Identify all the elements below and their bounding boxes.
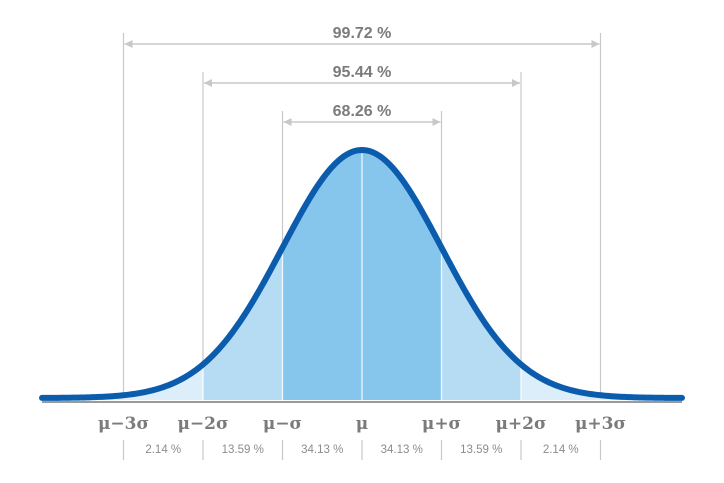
- arrowhead-left-icon: [204, 79, 212, 87]
- arrowhead-right-icon: [591, 40, 600, 48]
- range-percent-label: 68.26 %: [333, 103, 392, 120]
- region-percent-label: 13.59 %: [222, 444, 264, 456]
- x-tick-label: μ−2σ: [177, 414, 228, 434]
- arrowhead-left-icon: [283, 118, 292, 126]
- region-percent-label: 34.13 %: [301, 444, 343, 456]
- range-percent-label: 99.72 %: [333, 25, 392, 42]
- arrowhead-left-icon: [124, 40, 133, 48]
- x-tick-label: μ+2σ: [495, 414, 546, 434]
- region-percent-labels: 2.14 % 13.59 % 34.13 % 34.13 % 13.59 % 2.14 %: [122, 440, 602, 460]
- region-percent-label: 13.59 %: [460, 444, 502, 456]
- inner-divider-lines: [202, 152, 522, 400]
- range-brackets: 99.72 % 95.44 % 68.26 %: [124, 25, 600, 126]
- arrowhead-right-icon: [432, 118, 441, 126]
- region-percent-label: 34.13 %: [381, 444, 423, 456]
- region-percent-label: 2.14 %: [145, 444, 181, 456]
- bell-curve-line: [39, 147, 685, 401]
- range-percent-label: 95.44 %: [333, 64, 392, 81]
- x-tick-label: μ−σ: [263, 414, 302, 434]
- x-tick-label: μ+3σ: [575, 414, 626, 434]
- x-tick-label: μ−3σ: [98, 414, 149, 434]
- outer-tail-fill-left: [44, 366, 203, 400]
- outer-tail-fill-right: [521, 366, 680, 400]
- region-percent-label: 2.14 %: [543, 444, 579, 456]
- x-tick-label: μ: [356, 414, 368, 434]
- x-tick-labels: μ−3σ μ−2σ μ−σ μ μ+σ μ+2σ μ+3σ: [98, 414, 626, 434]
- arrowhead-right-icon: [512, 79, 520, 87]
- x-tick-label: μ+σ: [422, 414, 461, 434]
